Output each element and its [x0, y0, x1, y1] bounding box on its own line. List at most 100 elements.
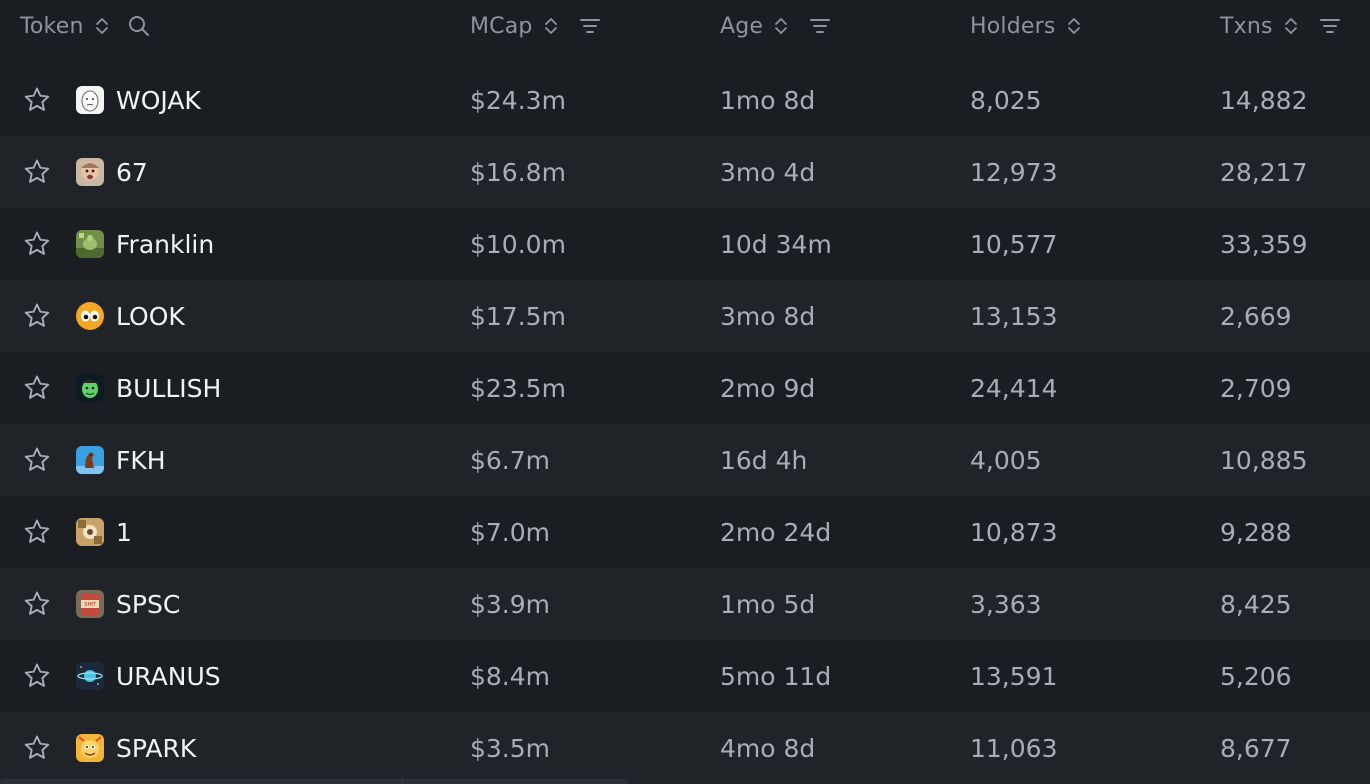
age-value: 5mo 11d: [720, 661, 832, 691]
txns-value: 2,669: [1220, 301, 1292, 331]
txns-value: 8,677: [1220, 733, 1292, 763]
token-avatar-horse: [76, 446, 104, 474]
mcap-value: $6.7m: [470, 445, 551, 475]
txns-value: 9,288: [1220, 517, 1292, 547]
holders-value: 11,063: [970, 733, 1058, 763]
token-avatar-spark: [76, 734, 104, 762]
txns-value: 2,709: [1220, 373, 1292, 403]
token-cell[interactable]: Franklin: [76, 208, 214, 280]
column-txns: Txns: [1220, 0, 1341, 52]
sort-icon[interactable]: [94, 16, 110, 36]
token-cell[interactable]: WOJAK: [76, 64, 201, 136]
token-cell[interactable]: 67: [76, 136, 148, 208]
table-row-wojak[interactable]: WOJAK $24.3m 1mo 8d 8,025 14,882: [0, 64, 1370, 136]
table-row-spark[interactable]: SPARK $3.5m 4mo 8d 11,063 8,677: [0, 712, 1370, 784]
mcap-value: $17.5m: [470, 301, 566, 331]
column-age: Age: [720, 0, 831, 52]
txns-value: 8,425: [1220, 589, 1292, 619]
holders-value: 10,577: [970, 229, 1058, 259]
favorite-star-icon[interactable]: [20, 496, 54, 568]
token-avatar-wojak: [76, 86, 104, 114]
token-avatar-green-face: [76, 374, 104, 402]
age-value: 3mo 4d: [720, 157, 816, 187]
token-avatar-can: SHIT: [76, 590, 104, 618]
favorite-star-icon[interactable]: [20, 568, 54, 640]
token-cell[interactable]: LOOK: [76, 280, 185, 352]
mcap-value: $3.9m: [470, 589, 551, 619]
token-name: BULLISH: [116, 373, 222, 403]
table-row-uranus[interactable]: URANUS $8.4m 5mo 11d 13,591 5,206: [0, 640, 1370, 712]
table-row-bullish[interactable]: BULLISH $23.5m 2mo 9d 24,414 2,709: [0, 352, 1370, 424]
age-value: 2mo 24d: [720, 517, 832, 547]
token-name: FKH: [116, 445, 166, 475]
scrollbar-divider: [402, 779, 403, 784]
holders-value: 10,873: [970, 517, 1058, 547]
token-avatar-planet: [76, 662, 104, 690]
column-token: Token: [20, 0, 150, 52]
token-cell[interactable]: URANUS: [76, 640, 221, 712]
token-name: 67: [116, 157, 148, 187]
txns-value: 14,882: [1220, 85, 1308, 115]
mcap-value: $7.0m: [470, 517, 551, 547]
sort-icon[interactable]: [773, 16, 789, 36]
token-cell[interactable]: SPARK: [76, 712, 196, 784]
holders-value: 13,591: [970, 661, 1058, 691]
favorite-star-icon[interactable]: [20, 712, 54, 784]
holders-value: 3,363: [970, 589, 1042, 619]
sort-icon[interactable]: [1066, 16, 1082, 36]
txns-value: 28,217: [1220, 157, 1308, 187]
svg-text:SHIT: SHIT: [84, 602, 96, 608]
token-avatar-eyes: [76, 302, 104, 330]
column-mcap-label: MCap: [470, 13, 533, 39]
favorite-star-icon[interactable]: [20, 136, 54, 208]
txns-value: 5,206: [1220, 661, 1292, 691]
mcap-value: $16.8m: [470, 157, 566, 187]
table-row-franklin[interactable]: Franklin $10.0m 10d 34m 10,577 33,359: [0, 208, 1370, 280]
favorite-star-icon[interactable]: [20, 352, 54, 424]
age-value: 1mo 5d: [720, 589, 816, 619]
table-row-spsc[interactable]: SHIT SPSC $3.9m 1mo 5d 3,363 8,425: [0, 568, 1370, 640]
token-avatar-kid: [76, 158, 104, 186]
horizontal-scrollbar[interactable]: [0, 779, 628, 784]
token-cell[interactable]: FKH: [76, 424, 166, 496]
sort-icon[interactable]: [1283, 16, 1299, 36]
table-row-fkh[interactable]: FKH $6.7m 16d 4h 4,005 10,885: [0, 424, 1370, 496]
token-avatar-turtle: [76, 230, 104, 258]
token-name: LOOK: [116, 301, 185, 331]
filter-icon[interactable]: [1319, 17, 1341, 35]
token-avatar-collage: [76, 518, 104, 546]
holders-value: 12,973: [970, 157, 1058, 187]
age-value: 4mo 8d: [720, 733, 816, 763]
age-value: 10d 34m: [720, 229, 832, 259]
token-cell[interactable]: BULLISH: [76, 352, 221, 424]
column-mcap: MCap: [470, 0, 601, 52]
filter-icon[interactable]: [579, 17, 601, 35]
age-value: 3mo 8d: [720, 301, 816, 331]
token-cell[interactable]: 1: [76, 496, 132, 568]
sort-icon[interactable]: [543, 16, 559, 36]
mcap-value: $3.5m: [470, 733, 551, 763]
token-name: SPARK: [116, 733, 197, 763]
holders-value: 4,005: [970, 445, 1042, 475]
token-cell[interactable]: SHIT SPSC: [76, 568, 180, 640]
favorite-star-icon[interactable]: [20, 64, 54, 136]
favorite-star-icon[interactable]: [20, 208, 54, 280]
holders-value: 13,153: [970, 301, 1058, 331]
age-value: 1mo 8d: [720, 85, 816, 115]
favorite-star-icon[interactable]: [20, 640, 54, 712]
token-name: 1: [116, 517, 132, 547]
filter-icon[interactable]: [809, 17, 831, 35]
holders-value: 8,025: [970, 85, 1042, 115]
table-row-1[interactable]: 1 $7.0m 2mo 24d 10,873 9,288: [0, 496, 1370, 568]
txns-value: 10,885: [1220, 445, 1308, 475]
search-icon[interactable]: [128, 15, 150, 37]
txns-value: 33,359: [1220, 229, 1308, 259]
column-txns-label: Txns: [1220, 13, 1273, 39]
age-value: 16d 4h: [720, 445, 808, 475]
table-row-look[interactable]: LOOK $17.5m 3mo 8d 13,153 2,669: [0, 280, 1370, 352]
favorite-star-icon[interactable]: [20, 280, 54, 352]
token-name: SPSC: [116, 589, 181, 619]
table-row-67[interactable]: 67 $16.8m 3mo 4d 12,973 28,217: [0, 136, 1370, 208]
favorite-star-icon[interactable]: [20, 424, 54, 496]
